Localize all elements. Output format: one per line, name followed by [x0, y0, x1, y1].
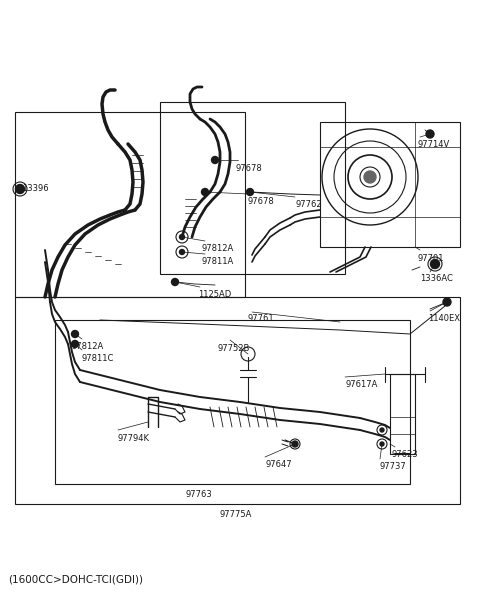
- Text: 97794K: 97794K: [118, 434, 150, 443]
- Text: 97811C: 97811C: [82, 354, 114, 363]
- Circle shape: [443, 298, 451, 306]
- Circle shape: [202, 188, 208, 195]
- Text: 13396: 13396: [22, 184, 48, 193]
- Text: 97678: 97678: [235, 164, 262, 173]
- Circle shape: [364, 171, 376, 183]
- Text: 97762: 97762: [295, 200, 322, 209]
- Text: 97811A: 97811A: [202, 257, 234, 266]
- Circle shape: [171, 278, 179, 285]
- Circle shape: [212, 156, 218, 163]
- Text: 97623: 97623: [392, 450, 419, 459]
- Bar: [15, 112, 245, 297]
- Bar: [55, 320, 410, 484]
- Circle shape: [72, 340, 79, 348]
- Text: 97617A: 97617A: [345, 380, 377, 389]
- Text: 97737: 97737: [380, 462, 407, 471]
- Bar: [390, 374, 415, 454]
- Circle shape: [180, 249, 184, 255]
- Text: 97752B: 97752B: [218, 344, 251, 353]
- Text: 97775A: 97775A: [220, 510, 252, 519]
- Circle shape: [292, 441, 298, 447]
- Circle shape: [380, 428, 384, 432]
- Text: 1125AD: 1125AD: [198, 290, 231, 299]
- Text: 97761: 97761: [248, 314, 275, 323]
- Circle shape: [247, 188, 253, 195]
- Text: 1336AC: 1336AC: [420, 274, 453, 283]
- Text: 97701: 97701: [418, 254, 444, 263]
- Text: 1140EX: 1140EX: [428, 314, 460, 323]
- Text: 97678: 97678: [248, 197, 275, 206]
- Circle shape: [426, 130, 434, 138]
- Text: 97714V: 97714V: [418, 140, 450, 149]
- Bar: [160, 102, 345, 274]
- Circle shape: [431, 259, 440, 269]
- Text: (1600CC>DOHC-TCI(GDI)): (1600CC>DOHC-TCI(GDI)): [8, 574, 143, 584]
- Circle shape: [380, 442, 384, 446]
- Circle shape: [15, 185, 24, 194]
- Bar: [15, 297, 460, 504]
- Circle shape: [72, 330, 79, 337]
- Text: 97647: 97647: [265, 460, 292, 469]
- Circle shape: [180, 234, 184, 240]
- Text: 97812A: 97812A: [72, 342, 104, 351]
- Bar: [320, 122, 460, 247]
- Text: 97812A: 97812A: [202, 244, 234, 253]
- Text: 97763: 97763: [185, 490, 212, 499]
